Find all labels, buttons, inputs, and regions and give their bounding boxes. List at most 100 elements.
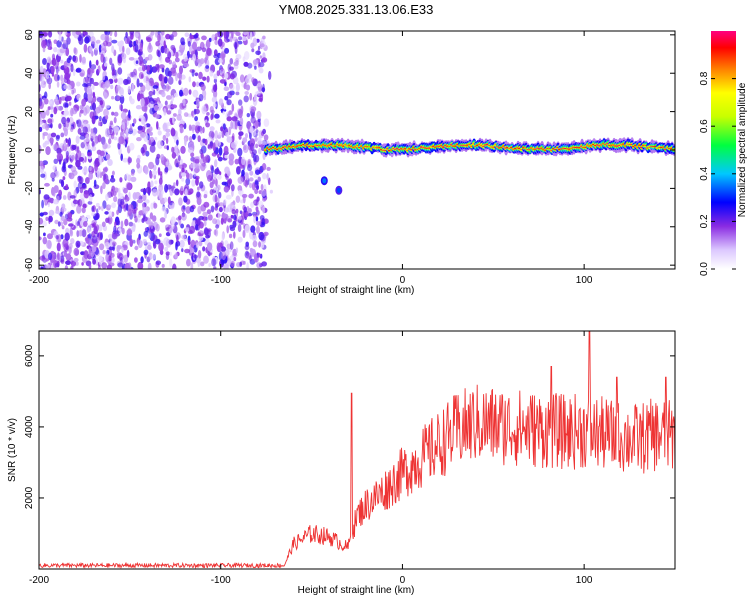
noise-point bbox=[203, 194, 208, 199]
noise-point bbox=[242, 31, 248, 36]
spectrogram-y-tick-label: 0 bbox=[24, 147, 35, 153]
noise-point bbox=[242, 229, 246, 239]
noise-point bbox=[88, 246, 92, 256]
noise-point bbox=[140, 84, 146, 93]
noise-point bbox=[246, 262, 249, 269]
noise-point bbox=[185, 177, 191, 186]
noise-point bbox=[167, 76, 174, 85]
noise-point bbox=[194, 108, 200, 115]
noise-point bbox=[249, 92, 253, 101]
noise-point bbox=[158, 73, 163, 82]
noise-point bbox=[259, 55, 263, 59]
noise-point bbox=[228, 126, 232, 136]
noise-point bbox=[169, 251, 173, 256]
noise-point bbox=[120, 153, 123, 161]
noise-point bbox=[51, 177, 55, 182]
noise-point bbox=[66, 31, 71, 34]
snr-x-tick-label: 0 bbox=[400, 575, 406, 586]
noise-point bbox=[94, 224, 100, 232]
noise-point bbox=[98, 206, 101, 210]
noise-point bbox=[244, 179, 248, 188]
noise-point bbox=[139, 42, 143, 53]
noise-point bbox=[230, 121, 234, 130]
noise-point bbox=[105, 127, 110, 138]
noise-point bbox=[161, 206, 167, 212]
noise-point bbox=[196, 58, 201, 63]
noise-point bbox=[172, 263, 177, 269]
noise-point bbox=[218, 58, 223, 64]
noise-point bbox=[193, 34, 198, 39]
spectrogram-y-tick-label: -60 bbox=[24, 257, 35, 272]
noise-point bbox=[119, 177, 123, 183]
noise-point bbox=[251, 48, 255, 53]
noise-point bbox=[198, 93, 204, 102]
noise-point bbox=[238, 190, 242, 195]
noise-point bbox=[174, 188, 180, 196]
noise-point bbox=[135, 105, 142, 110]
noise-point bbox=[156, 189, 162, 198]
noise-point bbox=[205, 154, 210, 161]
noise-point bbox=[168, 228, 173, 234]
noise-point bbox=[120, 198, 125, 205]
noise-point bbox=[90, 64, 97, 70]
noise-point bbox=[45, 124, 49, 131]
noise-point bbox=[214, 139, 219, 149]
noise-point bbox=[246, 74, 252, 80]
noise-point bbox=[165, 137, 169, 145]
noise-point bbox=[160, 154, 165, 161]
noise-point bbox=[230, 260, 235, 267]
noise-point bbox=[254, 136, 258, 142]
noise-point bbox=[74, 249, 80, 256]
noise-point bbox=[213, 266, 217, 269]
noise-point bbox=[71, 89, 75, 95]
noise-point bbox=[134, 245, 139, 251]
noise-point bbox=[161, 31, 165, 36]
noise-point bbox=[107, 159, 113, 166]
noise-point bbox=[218, 98, 224, 106]
noise-point bbox=[176, 139, 179, 146]
noise-point bbox=[98, 122, 102, 127]
noise-point bbox=[42, 236, 48, 245]
noise-point bbox=[147, 244, 152, 250]
noise-point bbox=[202, 89, 207, 98]
noise-point bbox=[112, 75, 118, 80]
noise-point bbox=[229, 83, 235, 92]
noise-point bbox=[225, 31, 230, 39]
noise-point bbox=[113, 111, 119, 117]
noise-point bbox=[75, 135, 80, 144]
noise-point bbox=[66, 57, 71, 64]
noise-point bbox=[61, 203, 66, 210]
noise-point bbox=[195, 177, 199, 186]
noise-point bbox=[178, 72, 182, 82]
noise-point bbox=[180, 145, 186, 154]
noise-point bbox=[197, 232, 202, 237]
noise-point bbox=[88, 194, 93, 203]
noise-point bbox=[139, 132, 146, 139]
noise-point bbox=[61, 225, 65, 230]
noise-point bbox=[89, 77, 94, 85]
noise-point bbox=[56, 81, 60, 88]
noise-point bbox=[81, 98, 86, 107]
noise-point bbox=[101, 221, 106, 228]
noise-point bbox=[223, 86, 230, 91]
noise-point bbox=[204, 138, 208, 146]
noise-point bbox=[56, 40, 62, 48]
noise-point bbox=[198, 240, 203, 247]
noise-point bbox=[81, 184, 87, 190]
noise-point bbox=[136, 137, 142, 142]
noise-point bbox=[207, 174, 213, 182]
noise-point bbox=[149, 144, 156, 153]
noise-point bbox=[99, 115, 102, 122]
noise-point bbox=[171, 104, 178, 109]
noise-point bbox=[178, 155, 181, 162]
noise-point bbox=[222, 123, 226, 130]
noise-point bbox=[116, 209, 119, 216]
noise-point bbox=[256, 225, 260, 234]
noise-point bbox=[183, 53, 188, 62]
noise-point bbox=[111, 63, 115, 72]
noise-point bbox=[195, 121, 201, 127]
noise-point bbox=[126, 249, 130, 258]
noise-point bbox=[81, 255, 88, 263]
noise-point bbox=[238, 131, 244, 137]
noise-point bbox=[190, 163, 195, 169]
